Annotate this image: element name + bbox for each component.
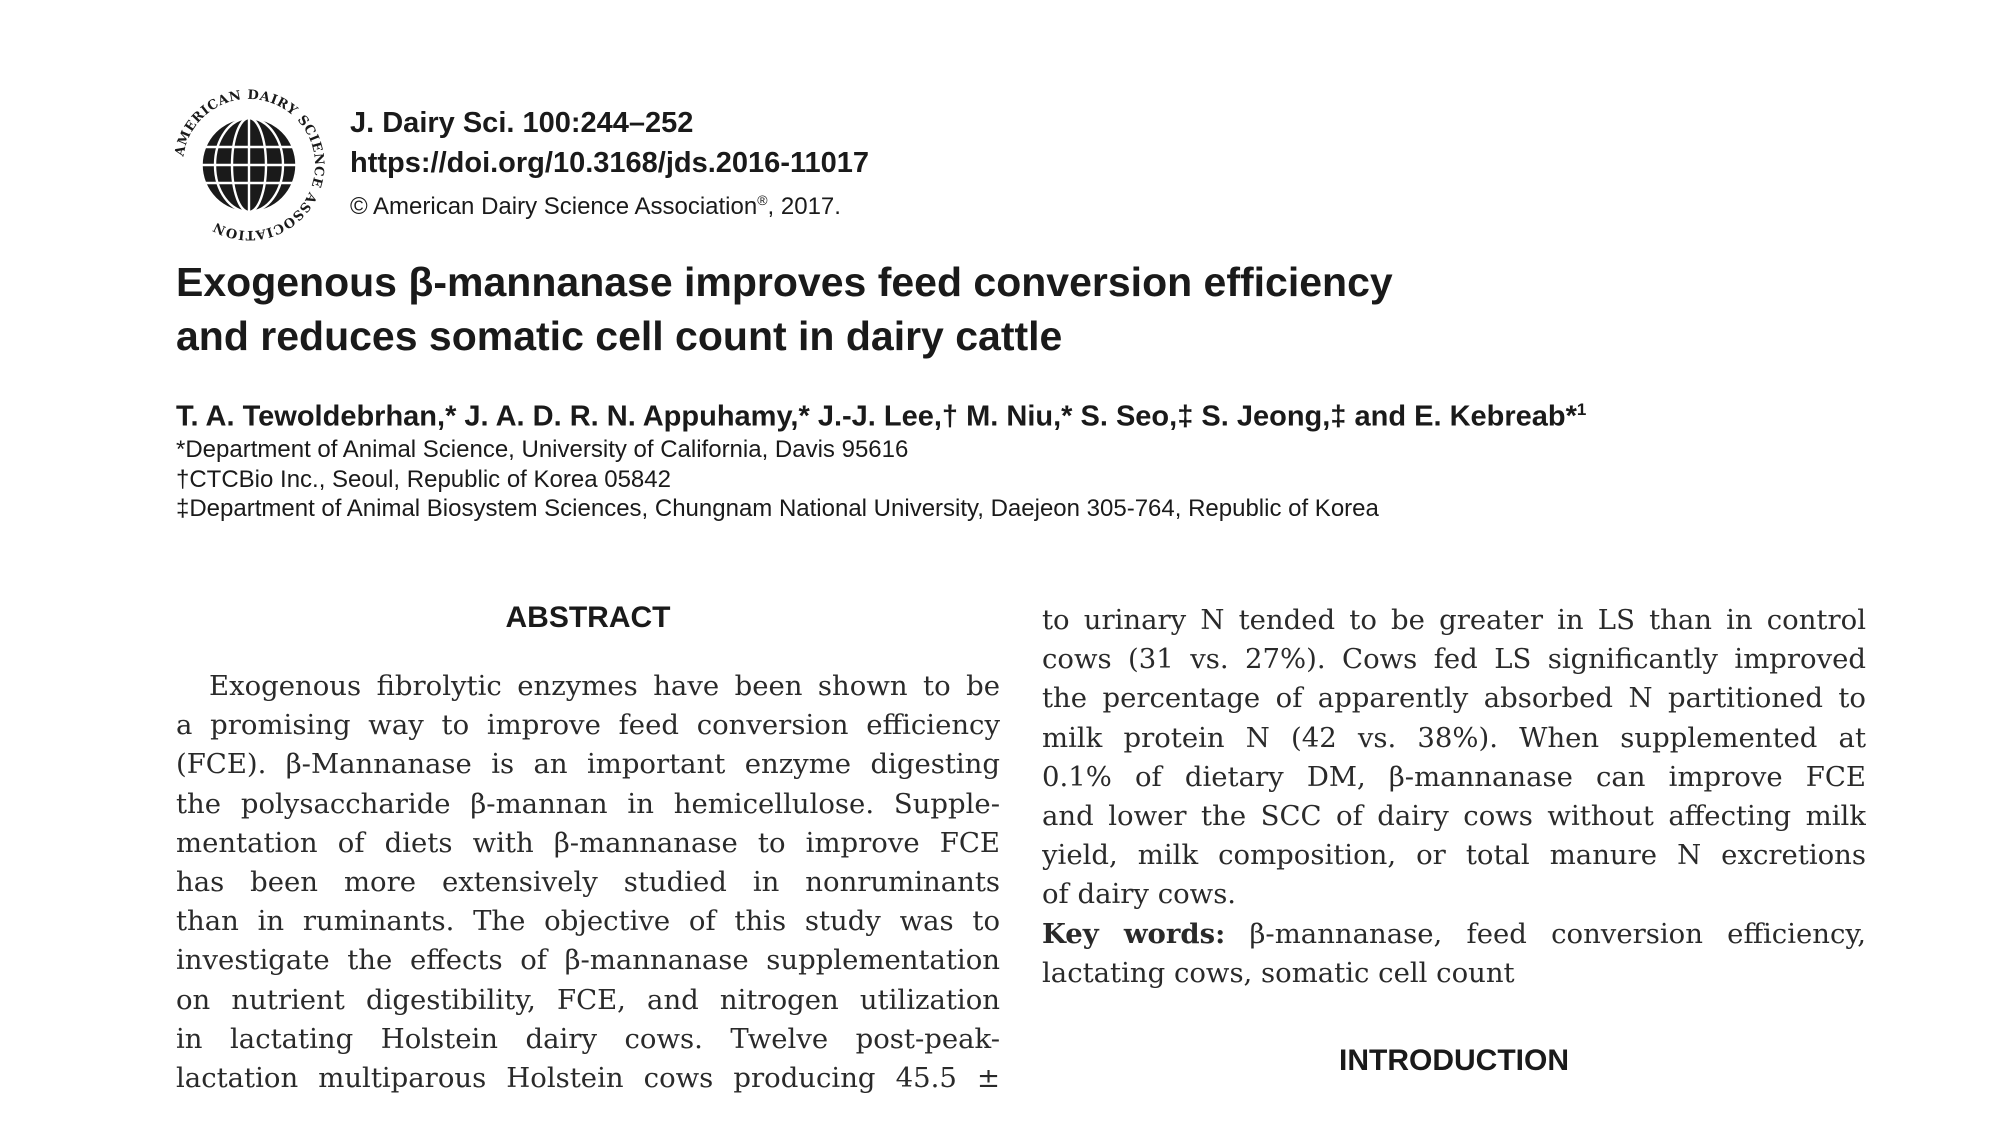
doi-link[interactable]: https://doi.org/10.3168/jds.2016-11017	[350, 147, 870, 179]
affiliation: †CTCBio Inc., Seoul, Republic of Korea 0…	[176, 466, 671, 493]
corresponding-author-mark: 1	[1576, 400, 1587, 419]
keywords-text: β-mannanase, feed conversion efficiency,	[1249, 917, 1866, 950]
abstract-line: than in ruminants. The objective of this…	[176, 905, 1000, 938]
abstract-line: in lactating Holstein dairy cows. Twelve…	[176, 1022, 1000, 1055]
abstract-line: cows (31 vs. 27%). Cows fed LS significa…	[1042, 643, 1866, 676]
page-cutoff	[0, 1103, 2000, 1125]
abstract-heading: ABSTRACT	[505, 601, 671, 634]
title-line: and reduces somatic cell count in dairy …	[176, 313, 1063, 359]
abstract-line: yield, milk composition, or total manure…	[1042, 839, 1866, 872]
abstract-line: to urinary N tended to be greater in LS …	[1042, 604, 1866, 636]
author-names: T. A. Tewoldebrhan,* J. A. D. R. N. Appu…	[176, 400, 1577, 433]
introduction-heading: INTRODUCTION	[1339, 1044, 1569, 1077]
abstract-line: 0.1% of dietary DM, β-mannanase can impr…	[1042, 760, 1866, 793]
abstract-line: lactation multiparous Holstein cows prod…	[176, 1061, 1000, 1094]
author-list: T. A. Tewoldebrhan,* J. A. D. R. N. Appu…	[176, 400, 1586, 434]
registered-mark: ®	[757, 192, 768, 208]
abstract-continuation: to urinary N tended to be greater in LS …	[1042, 601, 1866, 993]
paper-title: Exogenous β-mannanase improves feed conv…	[176, 255, 1393, 363]
ads-association-logo: AMERICAN DAIRY SCIENCE ASSOCIATION	[170, 86, 328, 244]
abstract-line: the polysaccharide β-mannan in hemicellu…	[176, 787, 1000, 820]
affiliation: *Department of Animal Science, Universit…	[176, 436, 909, 463]
title-line: Exogenous β-mannanase improves feed conv…	[176, 259, 1393, 305]
abstract-line: investigate the effects of β-mannanase s…	[176, 944, 1000, 977]
keywords-line: lactating cows, somatic cell count	[1042, 956, 1515, 989]
copyright-suffix: , 2017.	[767, 193, 841, 220]
abstract-line: milk protein N (42 vs. 38%). When supple…	[1042, 721, 1866, 754]
keywords-label: Key words:	[1042, 917, 1226, 950]
copyright-prefix: © American Dairy Science Association	[350, 193, 758, 220]
abstract-line: and lower the SCC of dairy cows without …	[1042, 799, 1866, 832]
abstract-line: of dairy cows.	[1042, 878, 1237, 911]
abstract-line: mentation of diets with β-mannanase to i…	[176, 826, 1000, 859]
abstract-line: the percentage of apparently absorbed N …	[1042, 682, 1866, 715]
abstract-line: a promising way to improve feed conversi…	[176, 709, 1000, 742]
keywords-line: Key words: β-mannanase, feed conversion …	[1042, 915, 1866, 954]
abstract-line: on nutrient digestibility, FCE, and nitr…	[176, 983, 1000, 1016]
globe-seal-icon: AMERICAN DAIRY SCIENCE ASSOCIATION	[172, 88, 325, 242]
abstract-line: Exogenous fibrolytic enzymes have been s…	[209, 670, 1000, 702]
abstract-line: has been more extensively studied in non…	[176, 865, 1000, 898]
abstract-body: Exogenous fibrolytic enzymes have been s…	[176, 667, 1000, 1098]
journal-reference: J. Dairy Sci. 100:244–252	[350, 107, 694, 139]
abstract-line: (FCE). β-Mannanase is an important enzym…	[176, 748, 1000, 781]
affiliation: ‡Department of Animal Biosystem Sciences…	[176, 495, 1379, 522]
copyright-line: © American Dairy Science Association®, 2…	[350, 192, 841, 221]
